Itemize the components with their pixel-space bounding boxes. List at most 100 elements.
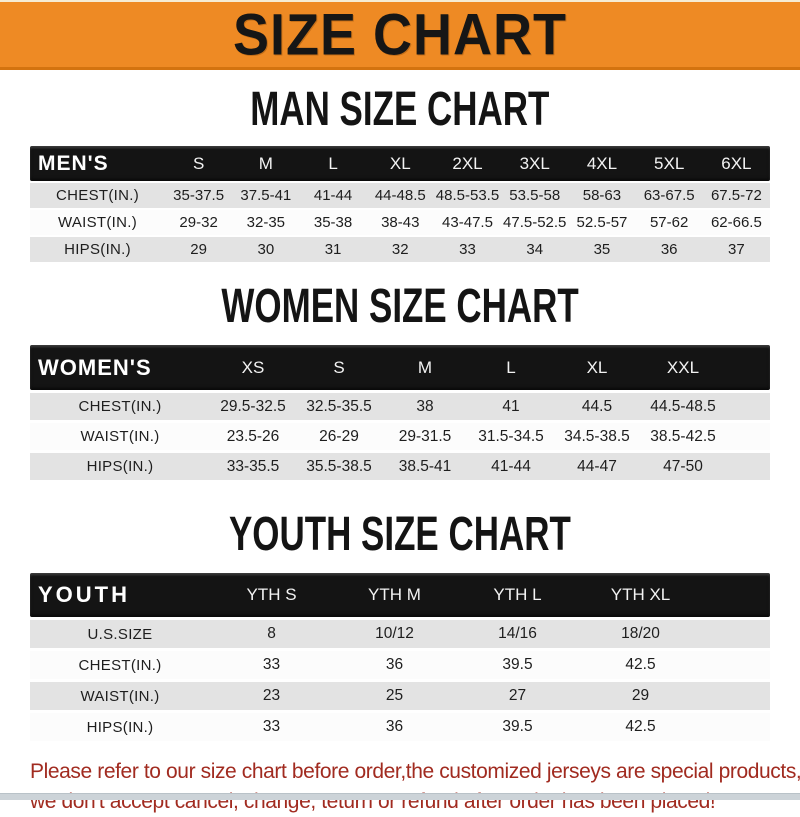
youth-waist-value: 23 bbox=[262, 687, 281, 704]
men-waist-value: 47.5-52.5 bbox=[503, 214, 567, 231]
men-chest-row: CHEST(IN.) 35-37.5 37.5-41 41-44 44-48.5 48.… bbox=[30, 183, 770, 208]
women-chest-row: CHEST(IN.) 29.5-32.5 32.5-35.5 38 41 44.5 44.… bbox=[30, 393, 770, 420]
men-hips-value: 35 bbox=[593, 241, 611, 258]
youth-section-heading-text: YOUTH SIZE CHART bbox=[229, 505, 571, 561]
men-column-header: 5XL bbox=[654, 153, 685, 173]
men-column-header: S bbox=[192, 153, 205, 173]
women-column-header: XL bbox=[586, 357, 608, 377]
youth-ussize-value: 8 bbox=[267, 625, 276, 642]
men-waist-value: 29-32 bbox=[179, 214, 218, 231]
youth-hips-value: 33 bbox=[262, 718, 281, 735]
men-waist-value: 38-43 bbox=[381, 214, 420, 231]
men-chest-value: 48.5-53.5 bbox=[435, 187, 500, 204]
women-column-header: M bbox=[417, 357, 433, 377]
footer-disclaimer: Please refer to our size chart before or… bbox=[30, 757, 800, 817]
youth-ussize-value: 14/16 bbox=[498, 625, 537, 642]
women-column-header: L bbox=[506, 357, 516, 377]
women-column-header: XS bbox=[241, 357, 265, 377]
women-waist-row: WAIST(IN.) 23.5-26 26-29 29-31.5 31.5-34.5 3… bbox=[30, 423, 770, 450]
women-waist-value: 29-31.5 bbox=[398, 427, 452, 445]
men-table-label: MEN'S bbox=[38, 151, 109, 175]
women-chest-value: 44.5-48.5 bbox=[650, 397, 716, 415]
women-column-header: XXL bbox=[666, 357, 700, 377]
men-hips-value: 32 bbox=[391, 241, 409, 258]
men-hips-row-label: HIPS(IN.) bbox=[64, 241, 131, 258]
women-hips-row-label: HIPS(IN.) bbox=[86, 458, 154, 475]
women-waist-value: 34.5-38.5 bbox=[564, 427, 630, 445]
youth-ussize-value: 18/20 bbox=[621, 625, 660, 642]
women-hips-value: 38.5-41 bbox=[398, 457, 452, 475]
banner: SIZE CHART bbox=[0, 0, 800, 70]
youth-table-header-row: YOUTH YTH S YTH M YTH L YTH XL bbox=[30, 573, 770, 617]
men-waist-row-label: WAIST(IN.) bbox=[57, 214, 138, 231]
men-waist-value: 52.5-57 bbox=[576, 214, 628, 231]
men-column-header: 6XL bbox=[721, 153, 752, 173]
banner-title: SIZE CHART bbox=[233, 2, 567, 67]
women-hips-value: 35.5-38.5 bbox=[306, 457, 372, 475]
men-column-header: 4XL bbox=[586, 153, 618, 173]
men-waist-value: 57-62 bbox=[649, 214, 689, 231]
women-size-table: WOMEN'S XS S M L XL XXL CHEST(IN.) 29.5-32.5 3… bbox=[30, 345, 770, 480]
man-section-heading: MAN SIZE CHART bbox=[0, 84, 800, 140]
youth-column-header: YTH XL bbox=[610, 585, 671, 604]
men-waist-value: 43-47.5 bbox=[442, 214, 493, 231]
men-table-header-row: MEN'S S M L XL 2XL 3XL 4XL 5XL 6XL bbox=[30, 146, 770, 181]
youth-section-heading: YOUTH SIZE CHART bbox=[0, 505, 800, 565]
men-column-header: 2XL bbox=[452, 153, 483, 173]
men-chest-value: 67.5-72 bbox=[710, 187, 762, 204]
footer-disclaimer-line2: we don't accept cancel, change, teturn o… bbox=[30, 790, 716, 813]
youth-chest-value: 42.5 bbox=[625, 656, 656, 673]
women-chest-value: 38 bbox=[416, 397, 434, 415]
men-hips-value: 37 bbox=[728, 241, 745, 258]
youth-column-header: YTH L bbox=[493, 585, 542, 604]
men-waist-value: 62-66.5 bbox=[710, 214, 762, 231]
women-size-section: WOMEN SIZE CHART WOMEN'S XS S M L XL XXL CHES… bbox=[0, 277, 800, 480]
youth-column-header: YTH S bbox=[246, 585, 297, 604]
men-chest-value: 37.5-41 bbox=[240, 187, 292, 204]
men-size-table: MEN'S S M L XL 2XL 3XL 4XL 5XL 6XL CHEST(IN.) 35… bbox=[30, 146, 770, 262]
women-chest-row-label: CHEST(IN.) bbox=[78, 398, 162, 415]
women-hips-value: 41-44 bbox=[491, 457, 531, 475]
youth-waist-value: 25 bbox=[385, 687, 404, 704]
men-chest-row-label: CHEST(IN.) bbox=[56, 187, 139, 204]
men-column-header: 3XL bbox=[519, 153, 550, 173]
women-chest-value: 32.5-35.5 bbox=[306, 397, 372, 415]
women-waist-value: 23.5-26 bbox=[226, 427, 280, 445]
men-hips-row: HIPS(IN.) 29 30 31 32 33 34 35 36 37 bbox=[30, 237, 770, 262]
women-waist-value: 38.5-42.5 bbox=[650, 427, 716, 445]
youth-hips-value: 42.5 bbox=[625, 718, 656, 735]
youth-size-section: YOUTH SIZE CHART YOUTH YTH S YTH M YTH L YT… bbox=[0, 505, 800, 741]
women-hips-value: 47-50 bbox=[663, 457, 703, 475]
women-waist-value: 26-29 bbox=[319, 427, 359, 445]
women-chest-value: 29.5-32.5 bbox=[220, 397, 286, 415]
men-chest-value: 44-48.5 bbox=[374, 187, 426, 204]
youth-waist-value: 27 bbox=[508, 687, 527, 704]
youth-chest-row-label: CHEST(IN.) bbox=[78, 656, 162, 674]
youth-waist-row-label: WAIST(IN.) bbox=[80, 687, 160, 705]
women-waist-value: 31.5-34.5 bbox=[478, 427, 544, 445]
youth-ussize-row: U.S.SIZE 8 10/12 14/16 18/20 bbox=[30, 620, 770, 648]
youth-waist-value: 29 bbox=[631, 687, 650, 704]
men-hips-value: 36 bbox=[660, 241, 678, 258]
footer-disclaimer-line1: Please refer to our size chart before or… bbox=[30, 760, 800, 783]
men-hips-value: 29 bbox=[190, 241, 207, 258]
women-chest-value: 41 bbox=[502, 397, 520, 415]
men-column-header: XL bbox=[389, 153, 411, 173]
youth-chest-row: CHEST(IN.) 33 36 39.5 42.5 bbox=[30, 651, 770, 679]
women-section-heading-text: WOMEN SIZE CHART bbox=[221, 277, 579, 333]
men-column-header: L bbox=[328, 153, 338, 173]
men-chest-value: 41-44 bbox=[313, 187, 353, 204]
youth-hips-row: HIPS(IN.) 33 36 39.5 42.5 bbox=[30, 713, 770, 741]
men-chest-value: 58-63 bbox=[582, 187, 622, 204]
women-hips-row: HIPS(IN.) 33-35.5 35.5-38.5 38.5-41 41-44 44… bbox=[30, 453, 770, 480]
men-waist-value: 32-35 bbox=[246, 214, 286, 231]
youth-chest-value: 33 bbox=[262, 656, 281, 673]
men-hips-value: 30 bbox=[257, 241, 275, 258]
women-waist-row-label: WAIST(IN.) bbox=[80, 428, 160, 445]
youth-hips-row-label: HIPS(IN.) bbox=[86, 718, 154, 736]
men-waist-value: 35-38 bbox=[313, 214, 353, 231]
bottom-strip bbox=[0, 793, 800, 800]
men-hips-value: 31 bbox=[324, 241, 342, 258]
men-chest-value: 35-37.5 bbox=[173, 187, 225, 204]
